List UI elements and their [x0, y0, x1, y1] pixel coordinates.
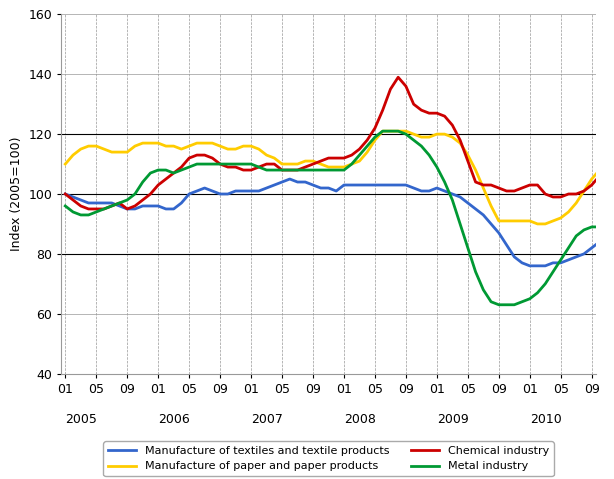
Manufacture of textiles and textile products	[526, 263, 534, 269]
Metal industry	[379, 128, 386, 134]
Manufacture of textiles and textile products	[588, 245, 596, 251]
Manufacture of paper and paper products	[534, 221, 541, 227]
Metal industry	[511, 302, 518, 308]
Line: Metal industry: Metal industry	[65, 131, 614, 305]
Manufacture of paper and paper products	[588, 176, 596, 182]
Chemical industry	[550, 194, 557, 200]
Manufacture of textiles and textile products	[503, 242, 510, 248]
Text: 2006: 2006	[158, 412, 190, 425]
Chemical industry	[116, 200, 123, 206]
Text: 2007: 2007	[251, 412, 283, 425]
Metal industry	[550, 269, 557, 275]
Chemical industry	[588, 182, 596, 188]
Manufacture of textiles and textile products	[108, 200, 115, 206]
Manufacture of textiles and textile products	[518, 260, 526, 266]
Metal industry	[108, 203, 115, 209]
Manufacture of textiles and textile products	[550, 260, 557, 266]
Line: Chemical industry: Chemical industry	[65, 77, 614, 209]
Legend: Manufacture of textiles and textile products, Manufacture of paper and paper pro: Manufacture of textiles and textile prod…	[103, 441, 554, 476]
Manufacture of paper and paper products	[379, 128, 386, 134]
Chemical industry	[534, 182, 541, 188]
Chemical industry	[61, 191, 69, 197]
Y-axis label: Index (2005=100): Index (2005=100)	[10, 137, 23, 251]
Manufacture of paper and paper products	[550, 218, 557, 224]
Chemical industry	[394, 74, 402, 80]
Text: 2008: 2008	[344, 412, 376, 425]
Metal industry	[495, 302, 502, 308]
Manufacture of textiles and textile products	[61, 191, 69, 197]
Metal industry	[526, 296, 534, 302]
Chemical industry	[511, 188, 518, 194]
Manufacture of textiles and textile products	[534, 263, 541, 269]
Text: 2010: 2010	[530, 412, 562, 425]
Metal industry	[534, 290, 541, 296]
Manufacture of textiles and textile products	[286, 176, 293, 182]
Line: Manufacture of paper and paper products: Manufacture of paper and paper products	[65, 131, 614, 224]
Line: Manufacture of textiles and textile products: Manufacture of textiles and textile prod…	[65, 179, 614, 266]
Metal industry	[61, 203, 69, 209]
Chemical industry	[526, 182, 534, 188]
Manufacture of paper and paper products	[526, 218, 534, 224]
Manufacture of paper and paper products	[108, 149, 115, 155]
Manufacture of paper and paper products	[61, 161, 69, 167]
Text: 2005: 2005	[65, 412, 97, 425]
Text: 2009: 2009	[437, 412, 468, 425]
Manufacture of paper and paper products	[503, 218, 510, 224]
Manufacture of paper and paper products	[518, 218, 526, 224]
Metal industry	[588, 224, 596, 230]
Chemical industry	[85, 206, 92, 212]
